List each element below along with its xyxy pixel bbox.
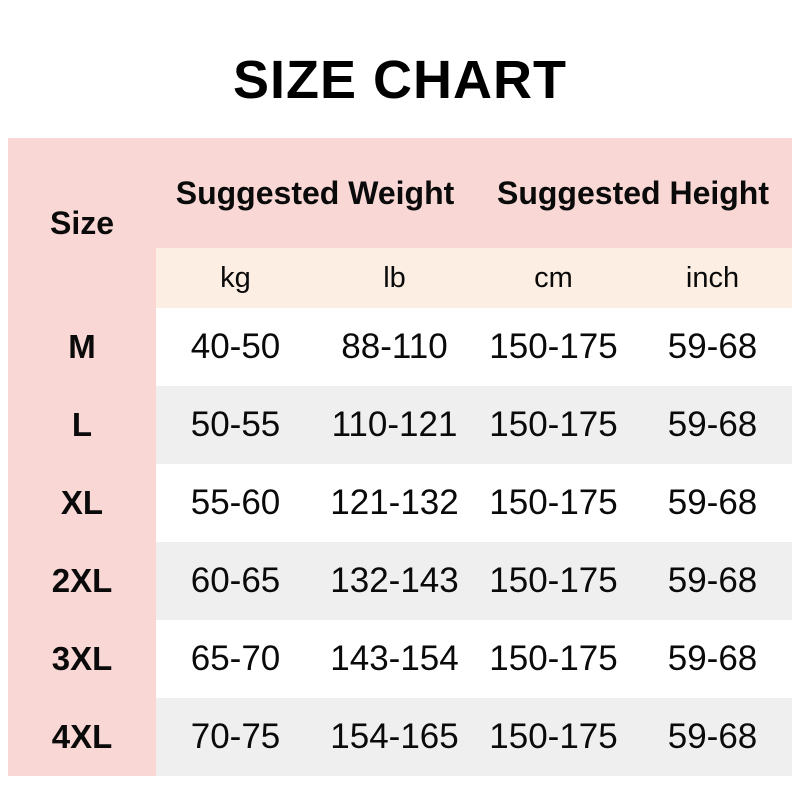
table-cell-cm: 150-175 (474, 620, 633, 698)
table-cell-lb: 143-154 (315, 620, 474, 698)
table-cell-kg: 55-60 (156, 464, 315, 542)
table-cell-inch: 59-68 (633, 308, 792, 386)
unit-header-lb: lb (315, 248, 474, 308)
size-chart-panel: Size Suggested Weight Suggested Height k… (8, 138, 792, 776)
table-cell-inch: 59-68 (633, 620, 792, 698)
size-label: 4XL (51, 718, 113, 755)
table-cell-inch: 59-68 (633, 464, 792, 542)
table-cell-cm: 150-175 (474, 542, 633, 620)
table-cell-cm: 150-175 (474, 308, 633, 386)
page-title: SIZE CHART (233, 50, 567, 110)
size-label: XL (60, 484, 104, 521)
table-cell-inch: 59-68 (633, 698, 792, 776)
size-column-header: Size (49, 204, 115, 241)
unit-header-inch: inch (633, 248, 792, 308)
table-cell-kg: 40-50 (156, 308, 315, 386)
table-cell-lb: 154-165 (315, 698, 474, 776)
size-label: M (68, 328, 96, 365)
table-cell-lb: 132-143 (315, 542, 474, 620)
table-cell-cm: 150-175 (474, 464, 633, 542)
unit-header-cm: cm (474, 248, 633, 308)
table-cell-inch: 59-68 (633, 386, 792, 464)
unit-header-kg: kg (156, 248, 315, 308)
size-label: 2XL (51, 562, 113, 599)
suggested-weight-group-header: Suggested Weight (175, 174, 455, 211)
table-cell-lb: 121-132 (315, 464, 474, 542)
table-cell-lb: 110-121 (315, 386, 474, 464)
table-cell-lb: 88-110 (315, 308, 474, 386)
table-cell-kg: 70-75 (156, 698, 315, 776)
suggested-height-group-header: Suggested Height (496, 174, 769, 211)
table-cell-cm: 150-175 (474, 698, 633, 776)
table-cell-kg: 50-55 (156, 386, 315, 464)
size-label: 3XL (51, 640, 113, 677)
table-cell-kg: 65-70 (156, 620, 315, 698)
table-cell-kg: 60-65 (156, 542, 315, 620)
size-chart-table: Size Suggested Weight Suggested Height k… (8, 138, 792, 776)
table-cell-inch: 59-68 (633, 542, 792, 620)
table-cell-cm: 150-175 (474, 386, 633, 464)
size-label: L (71, 406, 93, 443)
